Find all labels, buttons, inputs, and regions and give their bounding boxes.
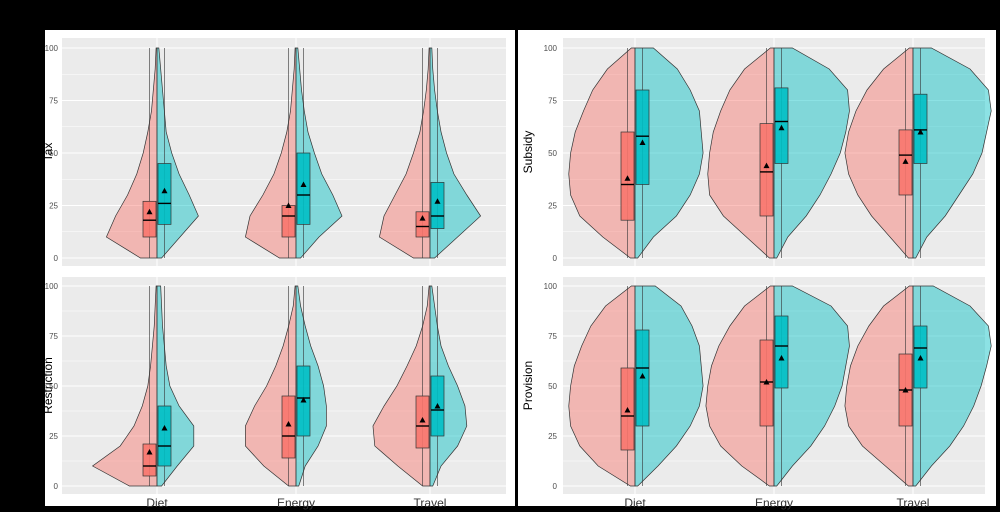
y-tick-label: 0 [54,482,59,491]
violin-diet-group-a [568,285,636,487]
y-tick-label: 0 [54,254,59,263]
y-tick-label: 50 [548,382,557,391]
box-iqr [281,205,296,238]
mean-marker [778,124,785,131]
mean-marker [624,175,631,181]
x-tick-label: Travel [897,496,930,510]
box-iqr [157,163,172,225]
mean-marker [300,181,307,187]
mean-marker [639,373,646,379]
y-tick-label: 25 [49,202,58,211]
mean-marker [146,449,153,455]
y-tick-label: 25 [548,432,557,441]
panel-tax: 0 25 50 75 100 Tax [41,38,506,266]
violin-diet-group-a [568,47,636,259]
mean-marker [146,208,153,215]
violin-travel-group-a [844,285,914,487]
violin-energy-group-a [705,285,775,487]
y-tick-label: 25 [49,432,58,441]
box-iqr [415,211,430,238]
violin-diet-group-b [634,285,704,487]
mean-marker [639,139,646,145]
box-iqr [296,152,311,225]
box-iqr [913,93,928,164]
box-iqr [759,123,774,217]
violin-travel-group-a [379,47,431,259]
y-tick-label: 100 [544,44,558,53]
mean-marker [763,379,770,385]
mean-marker [434,198,441,204]
mean-marker [917,129,924,135]
box-iqr [774,315,789,389]
mean-marker [285,202,292,208]
mean-marker [300,397,307,403]
x-tick-label: Diet [146,496,168,510]
y-tick-label: 100 [544,282,558,291]
panel-subsidy: 0 25 50 75 100 Subsidy [521,38,992,266]
y-axis-label: Tax [41,143,55,162]
y-tick-label: 25 [548,202,557,211]
y-axis-label: Subsidy [521,131,535,174]
x-tick-label: Diet [624,496,646,510]
mean-marker [624,407,631,413]
y-tick-label: 50 [49,149,58,158]
violin-diet-group-a [91,285,158,487]
mean-marker [902,387,909,393]
y-tick-label: 100 [45,282,59,291]
violin-energy-group-b [773,285,850,487]
x-tick-label: Energy [755,496,793,510]
y-tick-label: 75 [49,97,58,106]
y-tick-label: 100 [45,44,59,53]
x-tick-label: Energy [277,496,315,510]
x-tick-label: Travel [414,496,447,510]
box-iqr [142,200,157,238]
violin-energy-group-b [773,47,850,259]
box-iqr [430,182,445,229]
mean-marker [161,425,168,431]
mean-marker [419,215,426,221]
mean-marker [161,187,168,194]
mean-marker [285,421,292,427]
box-iqr [142,443,157,477]
box-iqr [281,395,296,459]
mean-marker [419,417,426,423]
y-tick-label: 0 [553,254,558,263]
panel-provision: 0 25 50 75 100 Provision Diet Energy Travel [521,277,992,510]
mean-marker [778,355,785,361]
y-axis-label: Restriction [41,357,55,414]
y-tick-label: 50 [548,149,557,158]
box-iqr [635,89,650,185]
mean-marker [763,162,770,169]
panel-restriction: 0 25 50 75 100 Restriction Diet Energy Travel [41,277,506,510]
y-axis-label: Provision [521,361,535,410]
mean-marker [917,355,924,361]
mean-marker [434,403,441,409]
violin-energy-group-a [707,47,775,259]
y-tick-label: 75 [548,332,557,341]
y-tick-label: 50 [49,382,58,391]
y-tick-label: 75 [49,332,58,341]
mean-marker [902,158,909,164]
y-tick-label: 75 [548,97,557,106]
y-tick-label: 0 [553,482,558,491]
violin-travel-group-b [912,285,992,487]
violin-diet-group-b [634,47,704,259]
box-iqr [157,405,172,467]
violin-travel-group-b [912,47,992,259]
